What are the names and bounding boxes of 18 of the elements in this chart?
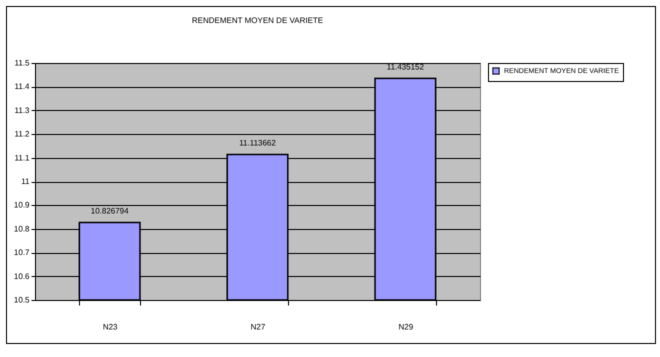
y-tick-label: 10.9 bbox=[14, 200, 30, 210]
y-tick-label: 10.5 bbox=[14, 296, 30, 304]
y-tick-label: 11.1 bbox=[14, 153, 30, 162]
y-tick-label: 11 bbox=[21, 177, 30, 186]
y-tick-label: 11.4 bbox=[14, 82, 30, 92]
y-tick-label: 10.7 bbox=[14, 248, 30, 258]
x-tick-label: N29 bbox=[398, 322, 414, 332]
y-tick-label: 11.3 bbox=[14, 106, 30, 115]
y-tick-label: 11.5 bbox=[14, 58, 30, 68]
data-label: 11.435152 bbox=[386, 62, 424, 72]
data-label: 10.826794 bbox=[90, 206, 130, 216]
y-tick-label: 10.6 bbox=[14, 272, 30, 281]
chart-title: RENDEMENT MOYEN DE VARIETE bbox=[192, 16, 324, 25]
x-tick-label: N27 bbox=[250, 322, 266, 332]
x-tick-label: N23 bbox=[102, 322, 118, 332]
y-tick-label: 10.8 bbox=[14, 224, 30, 234]
y-tick-label: 11.2 bbox=[14, 130, 30, 139]
data-label: 11.113662 bbox=[239, 138, 276, 148]
